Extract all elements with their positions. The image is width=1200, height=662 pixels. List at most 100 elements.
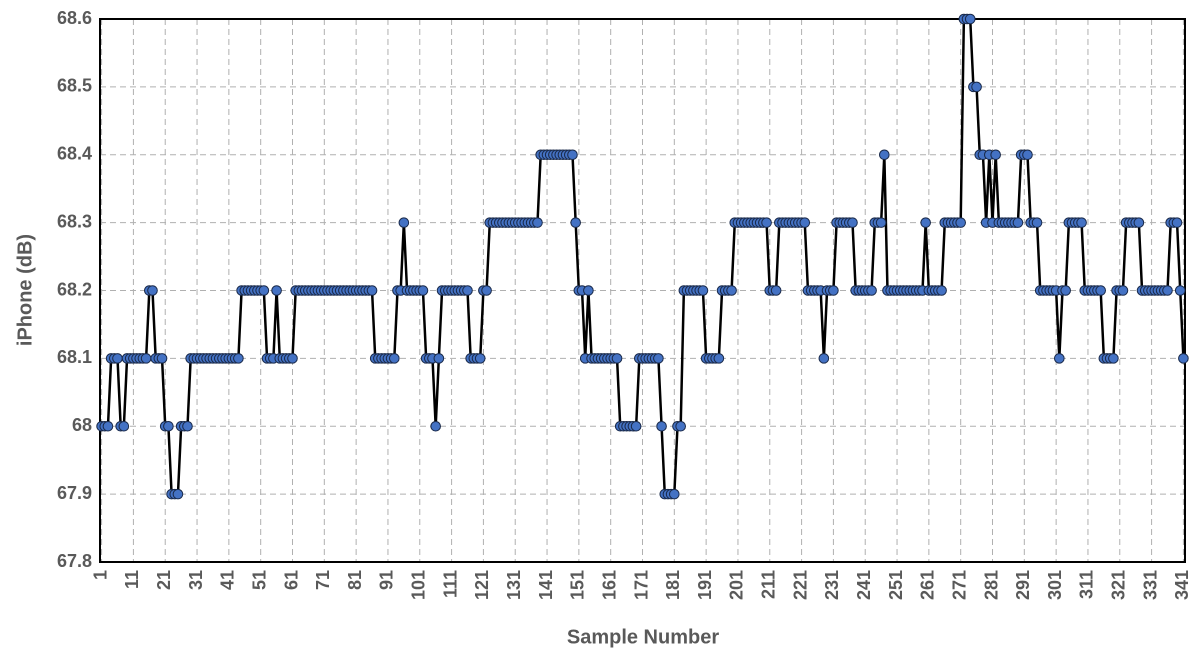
x-tick-label: 151 [568, 570, 588, 600]
x-tick-label: 121 [472, 570, 492, 600]
y-tick-label: 67.8 [57, 551, 92, 571]
marker [669, 488, 680, 500]
marker [271, 285, 282, 296]
y-tick-label: 68 [72, 415, 92, 435]
marker [287, 353, 298, 364]
y-tick-label: 68.3 [57, 211, 92, 231]
marker [879, 149, 890, 161]
x-tick-label: 61 [281, 570, 301, 590]
marker [118, 420, 130, 432]
marker [258, 285, 270, 296]
marker [1171, 217, 1183, 228]
marker [726, 285, 737, 296]
marker [630, 420, 642, 432]
marker [799, 217, 811, 228]
y-tick-label: 68.2 [57, 279, 92, 299]
marker [1162, 285, 1173, 296]
marker [147, 285, 158, 296]
x-tick-label: 21 [154, 570, 174, 590]
y-tick-label: 68.4 [57, 144, 92, 164]
x-tick-label: 291 [1013, 570, 1033, 600]
marker [697, 285, 709, 296]
marker [653, 353, 664, 364]
marker [1095, 285, 1106, 296]
x-tick-label: 301 [1045, 570, 1065, 600]
y-tick-label: 68.5 [57, 76, 92, 96]
x-tick-label: 221 [790, 570, 810, 600]
x-tick-label: 91 [377, 570, 397, 590]
marker [847, 217, 858, 228]
marker [532, 217, 543, 228]
marker [163, 420, 174, 432]
marker [462, 285, 473, 296]
x-tick-label: 111 [440, 570, 460, 598]
marker [433, 353, 445, 364]
x-tick-label: 51 [249, 570, 269, 590]
x-tick-label: 101 [409, 570, 429, 600]
marker [389, 353, 400, 364]
marker [481, 285, 492, 296]
marker [417, 285, 429, 296]
x-tick-label: 231 [822, 570, 842, 600]
x-tick-label: 171 [631, 570, 651, 600]
x-tick-label: 271 [949, 570, 969, 600]
x-tick-label: 81 [345, 570, 365, 590]
x-tick-label: 241 [854, 570, 874, 600]
x-tick-label: 321 [1109, 570, 1129, 600]
marker [1117, 285, 1129, 296]
x-tick-label: 211 [759, 570, 779, 599]
marker [936, 285, 947, 296]
marker [430, 420, 441, 432]
marker [955, 217, 966, 228]
marker [818, 353, 830, 364]
y-axis-title: iPhone (dB) [14, 234, 36, 346]
marker [182, 420, 193, 432]
marker [156, 353, 168, 364]
marker [1060, 285, 1071, 296]
x-tick-label: 181 [663, 570, 683, 600]
marker [1178, 353, 1189, 364]
x-tick-label: 281 [981, 570, 1001, 600]
x-tick-label: 31 [186, 570, 206, 590]
marker [1012, 217, 1024, 228]
marker [1022, 149, 1033, 161]
x-tick-label: 341 [1172, 570, 1192, 600]
marker [770, 285, 782, 296]
y-tick-label: 68.6 [57, 8, 92, 28]
marker [567, 149, 578, 161]
y-tick-label: 68.1 [57, 347, 92, 367]
x-tick-label: 1 [90, 570, 110, 580]
marker [233, 353, 244, 364]
x-tick-label: 311 [1077, 570, 1097, 599]
marker [675, 420, 686, 432]
marker [1108, 353, 1119, 364]
marker [875, 217, 887, 228]
marker [1133, 217, 1145, 228]
marker [570, 217, 581, 228]
marker [102, 420, 114, 432]
marker [761, 217, 772, 228]
marker [140, 353, 152, 364]
marker [990, 149, 1001, 161]
x-tick-label: 11 [122, 570, 142, 589]
marker [964, 13, 976, 25]
x-tick-label: 41 [218, 570, 238, 590]
marker [1076, 217, 1087, 228]
marker [828, 285, 839, 296]
marker [366, 285, 378, 296]
marker [920, 217, 931, 228]
marker [474, 353, 486, 364]
marker [866, 285, 877, 296]
x-tick-label: 261 [918, 570, 938, 600]
marker [656, 420, 667, 432]
marker [172, 488, 184, 500]
y-tick-label: 67.9 [57, 483, 92, 503]
marker [1031, 217, 1043, 228]
marker [1174, 285, 1186, 296]
marker [1054, 353, 1065, 364]
x-tick-label: 71 [313, 570, 333, 590]
marker [971, 81, 982, 93]
x-tick-label: 331 [1140, 570, 1160, 600]
